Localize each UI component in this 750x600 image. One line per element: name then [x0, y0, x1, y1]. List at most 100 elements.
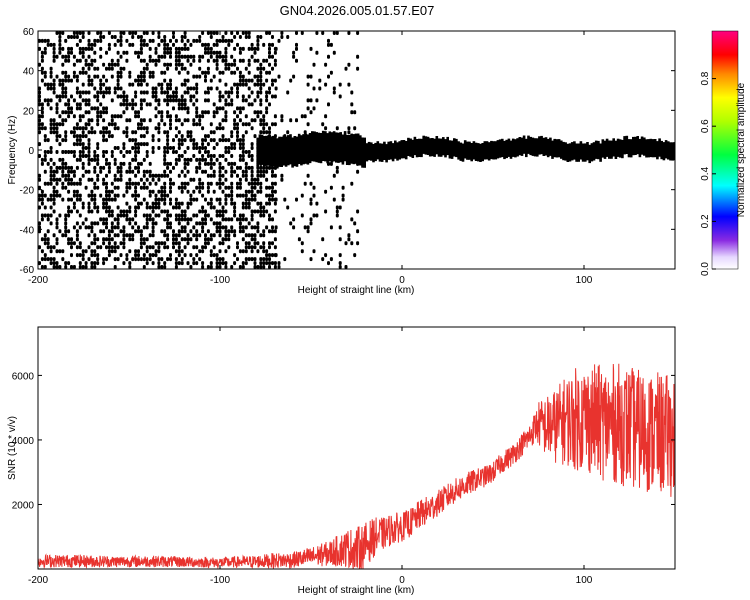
- spectrogram-band-cell: [494, 149, 498, 152]
- spectrogram-noise-cell: [78, 213, 82, 218]
- spectrogram-band-cell: [306, 148, 310, 151]
- spectrogram-band-cell: [518, 146, 522, 150]
- spectrogram-band-cell: [354, 145, 358, 148]
- spectrogram-noise-cell: [67, 169, 71, 174]
- spectrogram-noise-cell: [268, 229, 271, 234]
- spectrogram-noise-cell: [78, 31, 82, 35]
- spectrogram-noise-cell: [81, 265, 85, 269]
- spectrogram-noise-cell: [256, 265, 260, 269]
- spectrogram-band-cell: [278, 142, 281, 146]
- spectrogram-band-cell: [437, 140, 441, 143]
- spectrogram-noise-cell: [125, 130, 129, 135]
- spectrogram-noise-cell: [236, 114, 239, 119]
- spectrogram-noise-cell: [125, 102, 129, 107]
- spectrogram-noise-cell: [212, 205, 216, 210]
- spectrogram-noise-cell: [64, 38, 68, 43]
- spectrogram-band-cell: [271, 153, 275, 157]
- spectrogram-noise-cell: [105, 150, 108, 154]
- spectrogram-band-cell: [348, 134, 351, 138]
- spectrogram-noise-cell: [128, 31, 132, 35]
- spectrogram-band-cell: [337, 138, 340, 141]
- spectrogram-noise-cell: [46, 98, 50, 103]
- spectrogram-noise-cell: [105, 138, 108, 143]
- spectrogram-band-cell: [352, 161, 356, 165]
- spectrogram-band-cell: [671, 150, 674, 153]
- spectrogram-band-cell: [601, 139, 605, 142]
- spectrogram-band-cell: [365, 157, 369, 160]
- spectrogram-noise-cell: [180, 249, 184, 254]
- spectrogram-noise-cell: [40, 102, 44, 107]
- spectrogram-band-cell: [586, 148, 589, 151]
- spectrogram-noise-cell: [244, 245, 248, 250]
- spectrogram-band-cell: [640, 146, 644, 149]
- spectrogram-band-cell: [474, 148, 478, 151]
- spectrogram-noise-cell: [110, 114, 114, 119]
- spectrogram-noise-cell: [81, 154, 85, 158]
- spectrogram-noise-cell: [128, 205, 132, 210]
- spectrogram-noise-cell: [271, 165, 274, 170]
- spectrogram-noise-cell: [134, 185, 138, 190]
- y-tick-label: 20: [23, 106, 35, 117]
- spectrogram-band-cell: [540, 135, 543, 139]
- spectrogram-band-cell: [295, 152, 299, 155]
- spectrogram-noise-cell: [145, 31, 149, 35]
- spectrogram-noise-cell: [218, 54, 222, 59]
- spectrogram-noise-cell: [154, 106, 158, 111]
- spectrogram-band-cell: [640, 138, 644, 141]
- spectrogram-noise-cell: [256, 177, 260, 182]
- spectrogram-band-cell: [431, 143, 434, 147]
- spectrogram-noise-cell: [64, 233, 68, 238]
- spectrogram-band-cell: [474, 156, 478, 159]
- spectrogram-band-cell: [496, 152, 500, 155]
- spectrogram-noise-cell: [297, 237, 301, 242]
- spectrogram-band-cell: [387, 157, 390, 160]
- spectrogram-noise-cell: [186, 261, 190, 266]
- spectrogram-band-cell: [457, 151, 460, 154]
- spectrogram-band-cell: [599, 143, 602, 146]
- spectrogram-noise-cell: [90, 189, 94, 194]
- spectrogram-band-cell: [306, 142, 310, 145]
- spectrogram-band-cell: [302, 156, 305, 159]
- spectrogram-noise-cell: [192, 257, 196, 262]
- spectrogram-band-cell: [673, 155, 675, 159]
- spectrogram-band-cell: [618, 143, 622, 146]
- spectrogram-band-cell: [531, 153, 535, 156]
- spectrogram-band-cell: [260, 158, 264, 161]
- spectrogram-band-cell: [629, 153, 633, 156]
- spectrogram-band-cell: [555, 145, 559, 148]
- spectrogram-band-cell: [304, 157, 307, 160]
- spectrogram-noise-cell: [347, 126, 351, 131]
- spectrogram-noise-cell: [64, 70, 68, 75]
- spectrogram-band-cell: [625, 139, 629, 143]
- spectrogram-noise-cell: [43, 157, 47, 162]
- spectrogram-noise-cell: [113, 114, 117, 119]
- spectrogram-noise-cell: [206, 161, 210, 166]
- spectrogram-band-cell: [667, 157, 670, 160]
- spectrogram-band-cell: [431, 145, 434, 149]
- spectrogram-band-cell: [542, 143, 546, 147]
- spectrogram-noise-cell: [244, 66, 248, 71]
- spectrogram-noise-cell: [244, 114, 248, 119]
- spectrogram-noise-cell: [61, 169, 65, 174]
- spectrogram-band-cell: [667, 147, 670, 150]
- spectrogram-band-cell: [667, 151, 670, 154]
- spectrogram-band-cell: [444, 141, 447, 144]
- spectrogram-band-cell: [625, 137, 629, 141]
- spectrogram-band-cell: [481, 154, 484, 158]
- spectrogram-noise-cell: [131, 146, 135, 150]
- spectrogram-band-cell: [265, 139, 268, 143]
- spectrogram-band-cell: [335, 134, 338, 137]
- spectrogram-band-cell: [267, 149, 270, 152]
- spectrogram-noise-cell: [221, 217, 225, 222]
- spectrogram-noise-cell: [180, 142, 184, 147]
- spectrogram-band-cell: [667, 141, 670, 144]
- spectrogram-band-cell: [566, 157, 570, 161]
- spectrogram-band-cell: [389, 141, 393, 144]
- spectrogram-band-cell: [433, 144, 436, 147]
- spectrogram-band-cell: [339, 132, 342, 135]
- spectrogram-band-cell: [282, 157, 286, 160]
- spectrogram-band-cell: [658, 152, 661, 155]
- spectrogram-band-cell: [324, 149, 327, 152]
- spectrogram-noise-cell: [201, 146, 205, 150]
- spectrogram-noise-cell: [145, 154, 149, 158]
